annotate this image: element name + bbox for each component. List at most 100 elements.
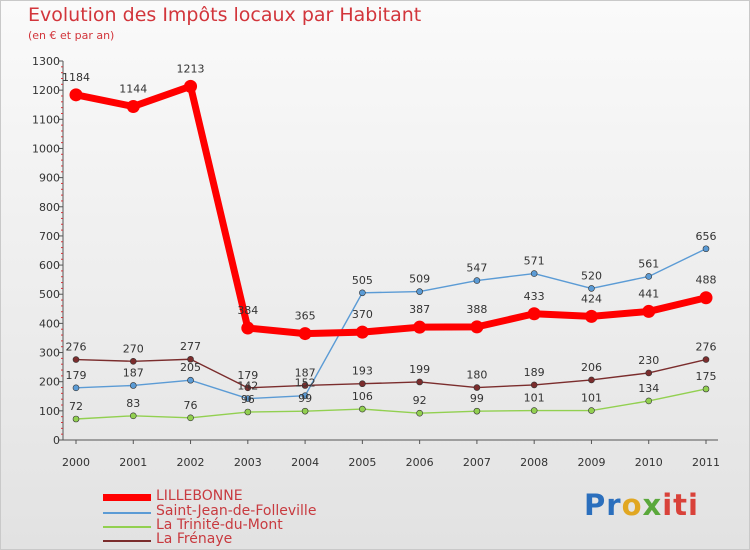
data-point: [584, 309, 598, 323]
series-line: [75, 358, 707, 389]
data-point: [527, 307, 541, 321]
data-point: [187, 355, 194, 363]
y-tick-label: 1200: [32, 84, 60, 97]
data-point: [129, 357, 137, 365]
data-label: 187: [123, 366, 144, 379]
data-point: [530, 407, 538, 414]
data-point: [244, 408, 252, 416]
data-label: 441: [638, 287, 659, 300]
data-point: [699, 291, 713, 305]
data-label: 206: [581, 361, 602, 374]
data-point: [470, 320, 484, 334]
data-label: 101: [581, 392, 602, 405]
data-point: [416, 378, 423, 386]
data-label: 205: [180, 361, 201, 374]
data-point: [244, 384, 252, 392]
series-line: [75, 248, 707, 400]
y-tick-label: 200: [39, 376, 60, 389]
chart-data-labels: 276 270 277 179 187 193 199 180 189 206 230 276 72 83…: [62, 62, 717, 413]
data-point: [588, 407, 595, 414]
data-point: [355, 325, 369, 339]
data-point: [416, 288, 423, 295]
data-point: [416, 409, 423, 417]
data-point: [413, 320, 427, 334]
data-point: [298, 327, 312, 341]
data-label: 547: [466, 262, 487, 275]
data-label: 92: [413, 394, 427, 407]
legend-swatch: [103, 512, 151, 514]
data-label: 277: [180, 340, 201, 353]
data-label: 199: [409, 363, 430, 376]
x-tick-label: 2001: [119, 456, 147, 469]
data-label: 134: [638, 382, 659, 395]
data-label: 101: [524, 392, 545, 405]
data-point: [72, 415, 80, 423]
data-point: [530, 270, 538, 277]
legend-item-la-frenaye: La Frénaye: [103, 531, 403, 548]
data-label: 370: [352, 308, 373, 321]
data-label: 384: [237, 304, 258, 317]
legend-label: LILLEBONNE: [156, 488, 243, 504]
data-label: 230: [638, 354, 659, 367]
data-label: 365: [295, 310, 316, 323]
data-point: [530, 381, 538, 389]
x-tick-label: 2006: [406, 456, 434, 469]
data-label: 276: [66, 341, 87, 354]
data-label: 505: [352, 274, 373, 287]
data-label: 571: [524, 255, 545, 268]
data-point: [301, 407, 309, 415]
data-label: 72: [69, 400, 83, 413]
legend-label: La Trinité-du-Mont: [156, 517, 283, 533]
legend-swatch: [103, 540, 151, 542]
y-tick-label: 300: [39, 347, 60, 360]
data-point: [642, 304, 656, 318]
data-label: 520: [581, 269, 602, 282]
data-label: 424: [581, 292, 602, 305]
data-point: [72, 384, 80, 392]
data-label: 189: [524, 366, 545, 379]
legend-item-lillebonne: LILLEBONNE: [103, 488, 403, 505]
data-label: 152: [295, 377, 316, 390]
logo-part: Pr: [584, 488, 622, 522]
data-point: [129, 382, 137, 389]
data-point: [588, 376, 595, 384]
x-tick-label: 2007: [463, 456, 491, 469]
legend-item-la-trinite-du-mont: La Trinité-du-Mont: [103, 517, 403, 534]
legend-label: Saint-Jean-de-Folleville: [156, 503, 317, 519]
data-label: 1144: [119, 82, 147, 95]
data-point: [241, 321, 255, 335]
legend-swatch: [103, 494, 151, 501]
data-point: [702, 385, 710, 393]
data-point: [72, 356, 80, 363]
data-point: [473, 277, 481, 284]
data-point: [359, 380, 366, 388]
x-tick-label: 2003: [234, 456, 262, 469]
legend-item-saint-jean-de-folleville: Saint-Jean-de-Folleville: [103, 503, 403, 520]
data-label: 276: [696, 341, 717, 354]
data-point: [69, 88, 83, 102]
x-tick-label: 2009: [577, 456, 605, 469]
data-label: 433: [524, 290, 545, 303]
data-label: 99: [470, 392, 484, 405]
chart-axes: 0 100 200 300 400 500 600 700 800 900 1000 1100 1200…: [32, 55, 720, 469]
data-point: [645, 273, 653, 280]
data-point: [645, 397, 653, 405]
series-line: [75, 388, 707, 420]
data-point: [244, 395, 252, 402]
x-tick-label: 2008: [520, 456, 548, 469]
x-tick-label: 2000: [62, 456, 90, 469]
data-label: 1213: [177, 62, 205, 75]
data-point: [187, 376, 194, 384]
data-label: 509: [409, 273, 430, 286]
data-label: 387: [409, 303, 430, 316]
y-tick-label: 1000: [32, 142, 60, 155]
data-point: [702, 356, 710, 363]
data-point: [473, 407, 481, 415]
data-label: 179: [237, 369, 258, 382]
x-tick-label: 2002: [177, 456, 205, 469]
x-tick-label: 2011: [692, 456, 720, 469]
data-label: 96: [241, 393, 255, 406]
data-point: [301, 392, 309, 399]
data-point: [359, 289, 366, 297]
